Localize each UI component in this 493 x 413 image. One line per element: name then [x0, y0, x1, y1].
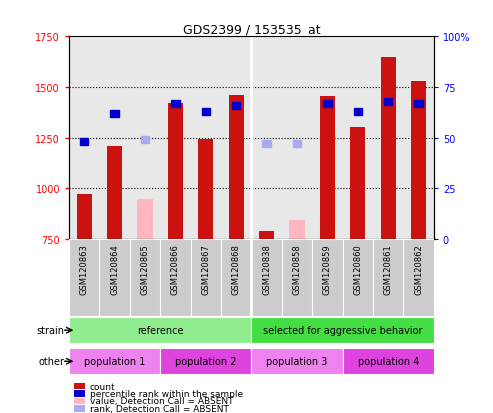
- Text: population 1: population 1: [84, 356, 145, 366]
- Text: GSM120861: GSM120861: [384, 243, 393, 294]
- Bar: [415, 100, 423, 108]
- Bar: [323, 100, 332, 108]
- Bar: [69, 317, 251, 344]
- Bar: [251, 240, 282, 316]
- Text: count: count: [90, 382, 115, 391]
- Bar: [198, 139, 213, 240]
- Text: reference: reference: [137, 325, 183, 335]
- Text: GSM120860: GSM120860: [353, 243, 362, 294]
- Bar: [353, 108, 362, 116]
- Bar: [293, 141, 301, 148]
- Bar: [202, 108, 210, 116]
- Text: population 2: population 2: [175, 356, 237, 366]
- Bar: [160, 349, 251, 374]
- Title: GDS2399 / 153535_at: GDS2399 / 153535_at: [182, 23, 320, 36]
- Bar: [282, 240, 312, 316]
- Bar: [259, 231, 274, 240]
- Text: value, Detection Call = ABSENT: value, Detection Call = ABSENT: [90, 396, 233, 406]
- Bar: [69, 349, 160, 374]
- Bar: [350, 127, 365, 240]
- Text: strain: strain: [36, 325, 64, 335]
- Bar: [251, 317, 434, 344]
- Text: other: other: [38, 356, 64, 366]
- Text: population 4: population 4: [357, 356, 419, 366]
- Text: percentile rank within the sample: percentile rank within the sample: [90, 389, 243, 398]
- Bar: [381, 57, 396, 240]
- Bar: [229, 96, 244, 240]
- Text: GSM120867: GSM120867: [201, 243, 211, 294]
- Bar: [343, 349, 434, 374]
- Bar: [221, 240, 251, 316]
- Bar: [100, 240, 130, 316]
- Bar: [251, 349, 343, 374]
- Bar: [76, 195, 92, 240]
- Bar: [80, 139, 88, 146]
- Bar: [171, 100, 179, 108]
- Text: GSM120838: GSM120838: [262, 243, 271, 294]
- Text: GSM120868: GSM120868: [232, 243, 241, 294]
- Bar: [138, 199, 153, 240]
- Text: population 3: population 3: [266, 356, 328, 366]
- Bar: [262, 141, 271, 148]
- Bar: [168, 104, 183, 240]
- Bar: [130, 240, 160, 316]
- Text: GSM120862: GSM120862: [414, 243, 423, 294]
- Bar: [232, 102, 241, 109]
- Text: GSM120866: GSM120866: [171, 243, 180, 294]
- Text: GSM120863: GSM120863: [80, 243, 89, 294]
- Text: rank, Detection Call = ABSENT: rank, Detection Call = ABSENT: [90, 404, 229, 413]
- Bar: [141, 137, 149, 144]
- Text: GSM120864: GSM120864: [110, 243, 119, 294]
- Bar: [343, 240, 373, 316]
- Text: GSM120859: GSM120859: [323, 243, 332, 294]
- Text: selected for aggressive behavior: selected for aggressive behavior: [263, 325, 423, 335]
- Bar: [289, 220, 305, 240]
- Bar: [320, 97, 335, 240]
- Bar: [384, 98, 392, 106]
- Text: GSM120865: GSM120865: [141, 243, 149, 294]
- Bar: [110, 110, 119, 118]
- Bar: [312, 240, 343, 316]
- Bar: [373, 240, 403, 316]
- Bar: [403, 240, 434, 316]
- Bar: [191, 240, 221, 316]
- Bar: [69, 240, 100, 316]
- Bar: [107, 147, 122, 240]
- Bar: [411, 82, 426, 240]
- Text: GSM120858: GSM120858: [292, 243, 302, 294]
- Bar: [160, 240, 191, 316]
